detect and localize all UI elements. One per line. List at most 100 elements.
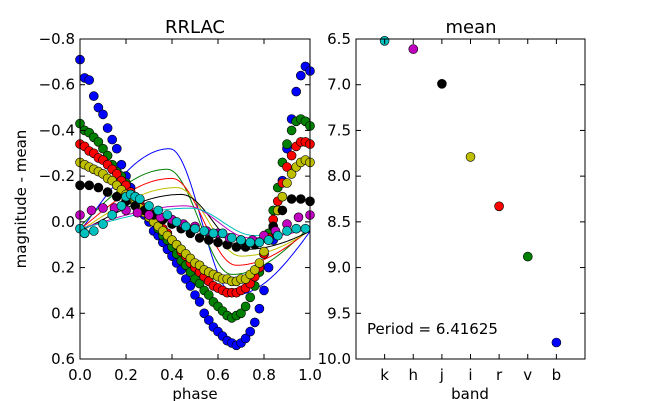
- left-chart-title: RRLAC: [165, 17, 225, 38]
- mean-point-v: [522, 251, 533, 262]
- right-y-tick-label: 8.0: [327, 167, 351, 185]
- data-point-k: [236, 235, 246, 245]
- data-point-k: [272, 230, 283, 241]
- period-annotation: Period = 6.41625: [367, 320, 498, 338]
- data-point-h: [293, 212, 304, 223]
- data-point-j: [204, 235, 214, 245]
- data-point-b: [84, 75, 94, 85]
- right-y-tick-label: 6.5: [327, 30, 351, 48]
- data-point-k: [162, 210, 173, 220]
- left-y-tick-label: −0.2: [39, 167, 75, 185]
- data-point-k: [263, 235, 274, 245]
- data-point-k: [190, 223, 200, 234]
- left-y-tick-label: 0.6: [51, 350, 75, 368]
- data-point-b: [295, 70, 306, 81]
- data-point-k: [227, 233, 237, 243]
- right-chart-title: mean: [445, 17, 496, 38]
- data-point-b: [112, 143, 122, 154]
- data-point-k: [217, 228, 228, 239]
- mean-point-b: [551, 337, 562, 348]
- data-point-v: [194, 278, 205, 289]
- data-point-j: [286, 194, 297, 204]
- data-point-b: [204, 315, 214, 325]
- data-point-v: [98, 143, 108, 154]
- data-point-i: [286, 169, 297, 179]
- data-point-h: [132, 207, 143, 218]
- data-point-v: [93, 137, 104, 147]
- data-point-b: [245, 326, 255, 337]
- mean-point-j: [437, 79, 447, 89]
- right-y-tick-label: 9.0: [327, 259, 351, 277]
- data-point-k: [98, 219, 108, 229]
- right-x-tick-label: k: [380, 366, 389, 384]
- right-y-tick-label: 9.5: [327, 304, 351, 322]
- data-point-k: [171, 217, 182, 227]
- right-x-axis-label: band: [451, 385, 489, 401]
- left-x-tick-label: 0.6: [206, 366, 230, 384]
- data-point-b: [98, 109, 108, 120]
- model-curve-j: [79, 193, 311, 250]
- left-y-tick-label: 0.0: [51, 213, 75, 231]
- data-point-b: [89, 91, 99, 101]
- data-point-j: [295, 194, 306, 204]
- data-point-r: [112, 169, 122, 179]
- left-y-axis: −0.8 −0.6 −0.4 −0.2 0.0 0.2 0.4 0.6: [39, 30, 310, 368]
- data-point-k: [208, 228, 219, 239]
- data-point-j: [213, 237, 223, 248]
- left-chart: RRLAC 0.0 0.2 0.4 0.6 0.8 1.0 −0.8−0.6−0.4−0.…: [12, 17, 322, 401]
- left-data-points: [75, 54, 315, 351]
- right-x-tick-label: v: [523, 366, 532, 384]
- data-point-b: [194, 297, 205, 307]
- data-point-k: [135, 194, 145, 204]
- data-point-k: [300, 223, 311, 234]
- data-point-i: [282, 178, 292, 188]
- left-x-tick-label: 0.0: [68, 366, 92, 384]
- right-y-tick-label: 8.5: [327, 213, 351, 231]
- data-point-b: [291, 86, 302, 97]
- data-point-k: [282, 226, 292, 236]
- data-point-i: [250, 265, 260, 275]
- data-point-r: [286, 150, 297, 161]
- data-point-k: [89, 226, 99, 236]
- data-point-j: [84, 180, 94, 191]
- left-y-axis-label: magnitude - mean: [12, 130, 30, 269]
- left-x-tick-label: 0.8: [252, 366, 276, 384]
- data-point-j: [93, 182, 104, 193]
- right-x-tick-label: h: [408, 366, 418, 384]
- left-y-tick-label: 0.4: [51, 304, 75, 322]
- right-x-tick-label: r: [496, 366, 503, 384]
- data-point-k: [116, 201, 127, 211]
- data-point-k: [107, 210, 117, 220]
- data-point-j: [277, 205, 288, 216]
- data-point-v: [236, 308, 246, 319]
- data-point-i: [254, 258, 265, 268]
- data-point-k: [245, 237, 255, 248]
- data-point-k: [199, 226, 209, 236]
- data-point-v: [204, 290, 214, 300]
- data-point-v: [240, 301, 251, 312]
- right-y-axis: 6.5 7.0 7.5 8.0 8.5 9.0 9.5 10.0: [318, 30, 585, 368]
- data-point-j: [194, 233, 205, 243]
- data-point-b: [263, 262, 274, 273]
- mean-point-r: [494, 201, 504, 212]
- data-point-b: [93, 102, 104, 113]
- data-point-h: [144, 210, 154, 220]
- left-x-tick-label: 1.0: [298, 366, 322, 384]
- data-point-k: [79, 228, 90, 239]
- left-x-axis: 0.0 0.2 0.4 0.6 0.8 1.0: [68, 39, 322, 384]
- data-point-j: [112, 191, 122, 202]
- data-point-b: [190, 290, 200, 300]
- data-point-b: [250, 317, 260, 328]
- data-point-k: [254, 237, 265, 248]
- data-point-b: [185, 281, 196, 291]
- data-point-b: [102, 123, 113, 133]
- left-x-axis-label: phase: [172, 385, 217, 401]
- data-point-b: [199, 308, 209, 319]
- left-y-tick-label: −0.4: [39, 121, 75, 139]
- left-x-tick-label: 0.2: [114, 366, 138, 384]
- left-x-tick-label: 0.4: [160, 366, 184, 384]
- data-point-b: [259, 285, 269, 296]
- left-y-tick-label: −0.6: [39, 76, 75, 94]
- data-point-v: [245, 292, 255, 303]
